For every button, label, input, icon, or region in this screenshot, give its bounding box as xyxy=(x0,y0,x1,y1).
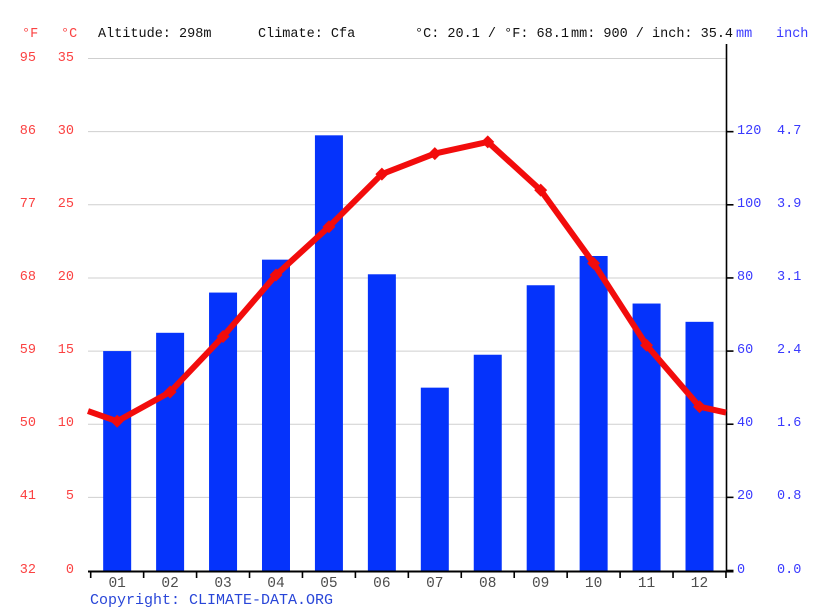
precip-mm-tick-label: 20 xyxy=(737,489,754,505)
month-label-10: 10 xyxy=(584,576,603,592)
precip-inch-tick-label: 0.0 xyxy=(777,562,802,578)
temperature-point-03 xyxy=(216,329,230,343)
header-f-unit: °F xyxy=(22,27,39,42)
month-label-11: 11 xyxy=(637,576,656,592)
temperature-point-09 xyxy=(534,183,548,197)
temperature-point-06 xyxy=(375,167,389,181)
temp-c-tick-label: 20 xyxy=(57,269,74,285)
temp-f-tick-label: 41 xyxy=(19,489,36,505)
temp-f-tick-label: 86 xyxy=(19,123,36,139)
copyright-link[interactable]: CLIMATE-DATA.ORG xyxy=(189,592,334,609)
temperature-point-11 xyxy=(640,338,654,352)
month-label-07: 07 xyxy=(426,576,444,592)
month-label-06: 06 xyxy=(373,576,391,592)
temp-f-tick-label: 50 xyxy=(19,416,36,432)
temp-c-tick-label: 10 xyxy=(57,416,74,432)
header-precip-summary: mm: 900 / inch: 35.4 xyxy=(571,27,734,42)
temp-c-tick-label: 25 xyxy=(57,196,74,212)
precip-bar-01 xyxy=(103,351,132,572)
temp-f-tick-label: 77 xyxy=(19,196,36,212)
temp-c-tick-label: 30 xyxy=(57,123,74,139)
precip-mm-tick-label: 0 xyxy=(737,562,746,578)
temp-c-tick-label: 5 xyxy=(65,489,74,505)
temperature-point-10 xyxy=(587,256,601,270)
precip-bar-12 xyxy=(685,321,714,572)
month-label-01: 01 xyxy=(108,576,126,592)
temperature-point-07 xyxy=(428,147,442,161)
copyright-label: Copyright: xyxy=(90,592,181,609)
precip-bar-08 xyxy=(473,354,502,572)
temperature-point-01 xyxy=(110,414,124,428)
header-climate: Climate: Cfa xyxy=(258,27,356,42)
precip-bar-10 xyxy=(579,255,608,572)
temp-c-tick-label: 15 xyxy=(57,343,74,359)
precip-bar-05 xyxy=(314,135,343,572)
precip-bar-02 xyxy=(156,332,185,572)
header-inch-unit: inch xyxy=(776,27,809,42)
precip-inch-tick-label: 3.9 xyxy=(777,196,802,212)
precip-bar-04 xyxy=(261,259,290,572)
temp-c-tick-label: 0 xyxy=(65,562,74,578)
precip-mm-tick-label: 100 xyxy=(737,196,762,212)
precip-bar-09 xyxy=(526,285,555,572)
precip-mm-tick-label: 40 xyxy=(737,416,754,432)
temp-c-tick-label: 35 xyxy=(57,50,74,66)
header-mm-unit: mm xyxy=(736,27,753,42)
temperature-point-08 xyxy=(481,135,495,149)
temperature-point-12 xyxy=(693,400,707,414)
precip-inch-tick-label: 4.7 xyxy=(777,123,802,139)
precip-bar-07 xyxy=(420,387,449,572)
temperature-point-02 xyxy=(163,385,177,399)
temperature-point-05 xyxy=(322,220,336,234)
precip-bar-06 xyxy=(367,274,396,572)
copyright: Copyright: CLIMATE-DATA.ORG xyxy=(90,592,333,610)
header-c-unit: °C xyxy=(61,27,78,42)
precip-inch-tick-label: 3.1 xyxy=(777,269,802,285)
header-temp-summary: °C: 20.1 / °F: 68.1 xyxy=(415,27,569,42)
month-label-03: 03 xyxy=(214,576,232,592)
month-label-12: 12 xyxy=(690,576,709,592)
month-label-02: 02 xyxy=(161,576,179,592)
month-label-09: 09 xyxy=(531,576,550,592)
month-label-08: 08 xyxy=(479,576,497,592)
temp-f-tick-label: 59 xyxy=(19,343,36,359)
precip-inch-tick-label: 2.4 xyxy=(777,343,802,359)
temperature-point-04 xyxy=(269,268,283,282)
precip-inch-tick-label: 1.6 xyxy=(777,416,802,432)
precip-mm-tick-label: 60 xyxy=(737,343,754,359)
temp-f-tick-label: 95 xyxy=(19,50,36,66)
temp-f-tick-label: 32 xyxy=(19,562,36,578)
header-altitude: Altitude: 298m xyxy=(98,27,212,42)
month-label-04: 04 xyxy=(267,576,285,592)
temp-f-tick-label: 68 xyxy=(19,269,36,285)
month-label-05: 05 xyxy=(320,576,338,592)
precip-mm-tick-label: 120 xyxy=(737,123,762,139)
temperature-line xyxy=(87,138,727,425)
precip-mm-tick-label: 80 xyxy=(737,269,754,285)
precip-inch-tick-label: 0.8 xyxy=(777,489,802,505)
